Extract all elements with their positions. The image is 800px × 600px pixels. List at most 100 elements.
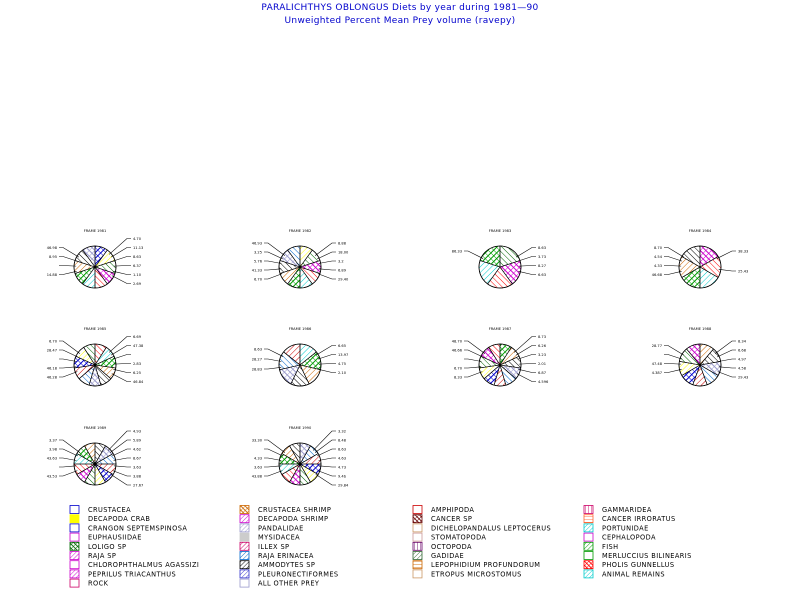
- legend-swatch: [412, 523, 423, 533]
- legend-label: EUPHAUSIIDAE: [88, 534, 142, 542]
- slice-value-label: 28.27: [252, 357, 262, 361]
- legend-label: CANCER IRRORATUS: [602, 515, 676, 523]
- slice-value-label: 6.68: [738, 348, 747, 352]
- slice-value-label: 47.38: [133, 344, 144, 348]
- legend-swatch: [69, 541, 80, 551]
- pie-title: FRAME 1987: [489, 327, 512, 331]
- pie-title: FRAME 1984: [689, 229, 712, 233]
- pie-frame-1982: FRAME 1982 46.93 3.25 5.76 41.33 6.70 8.88 18.0…: [252, 229, 349, 289]
- slice-value-label: 6.70: [254, 277, 263, 281]
- leader-line: [664, 345, 685, 356]
- slice-value-label: 3.98: [49, 447, 58, 451]
- leader-line: [111, 275, 131, 284]
- leader-line: [317, 470, 336, 477]
- slice-value-label: 6.70: [49, 339, 58, 343]
- slice-value-label: 2.83: [133, 362, 141, 366]
- slice-value-label: 3.63: [254, 465, 262, 469]
- slice-value-label: 8.67: [133, 456, 141, 460]
- leader-line: [317, 273, 336, 280]
- slice-value-label: 4.63: [338, 456, 346, 460]
- slice-value-label: 46.93: [252, 241, 262, 245]
- leader-line: [464, 366, 482, 369]
- legend-label: ETROPUS MICROSTOMUS: [431, 570, 522, 578]
- leader-line: [59, 349, 79, 358]
- slice-value-label: 11.13: [133, 246, 143, 250]
- pie-frame-1988: FRAME 1988 28.77 47.48 4.387 8.34 6.68 4.97 4.5…: [652, 327, 748, 387]
- pie-frame-1985: FRAME 1985 6.70 28.47 46.18 46.28 6.69 47.38 2.…: [47, 327, 144, 387]
- pie-title: FRAME 1981: [84, 229, 107, 233]
- slice-value-label: 4.70: [133, 237, 142, 241]
- leader-line: [110, 345, 131, 356]
- slice-value-label: 46.68: [652, 273, 663, 277]
- legend-label: CHLOROPHTHALMUS AGASSIZI: [88, 561, 199, 569]
- slice-value-label: 8.63: [338, 447, 346, 451]
- pie-title: FRAME 1986: [289, 327, 312, 331]
- leader-line: [517, 354, 536, 360]
- leader-line: [59, 371, 78, 378]
- leader-line: [113, 465, 131, 468]
- slice-value-label: 43.88: [252, 474, 263, 478]
- leader-line: [464, 250, 484, 259]
- leader-line: [464, 340, 486, 354]
- slice-value-label: 6.89: [338, 268, 347, 272]
- pie-outline: [278, 442, 322, 486]
- leader-line: [264, 268, 282, 271]
- slice-value-label: 3.63: [133, 465, 141, 469]
- leader-line: [516, 373, 536, 382]
- pie-outline: [278, 245, 322, 289]
- leader-line: [112, 470, 131, 477]
- legend-swatch: [412, 569, 423, 579]
- leader-line: [264, 273, 283, 280]
- legend-label: AMMODYTES SP: [258, 561, 315, 569]
- legend-label: CRANGON SEPTEMSPINOSA: [88, 524, 187, 532]
- slice-value-label: 29.40: [338, 277, 349, 281]
- leader-line: [264, 358, 282, 362]
- leader-line: [264, 465, 282, 468]
- legend-label: FISH: [602, 543, 618, 551]
- legend-swatch: [583, 560, 594, 570]
- leader-line: [716, 250, 736, 259]
- leader-line: [113, 265, 131, 267]
- leader-line: [317, 354, 336, 360]
- leader-line: [315, 474, 336, 486]
- legend-swatch: [239, 569, 250, 579]
- leader-line: [59, 271, 77, 275]
- leader-line: [113, 369, 131, 373]
- chart-subtitle: Unweighted Percent Mean Prey volume (rav…: [284, 16, 516, 26]
- slice-value-label: 6.87: [538, 371, 546, 375]
- leader-line: [318, 363, 336, 365]
- slice-value-label: 8.63: [538, 246, 546, 250]
- legend-label: PANDALIDAE: [258, 524, 304, 532]
- leader-line: [264, 260, 282, 264]
- slice-value-label: 3.2: [338, 259, 344, 263]
- slice-value-label: 8.63: [254, 347, 262, 351]
- legend-swatch: [239, 560, 250, 570]
- slice-value-label: 8.48: [338, 438, 347, 442]
- pie-title: FRAME 1985: [84, 327, 107, 331]
- legend-label: DECAPODA SHRIMP: [258, 515, 328, 523]
- leader-line: [59, 247, 80, 258]
- legend-swatch: [583, 551, 594, 560]
- slice-value-label: 3.37: [49, 438, 57, 442]
- pie-outline: [73, 343, 117, 387]
- leader-line: [264, 457, 282, 461]
- leader-line: [518, 369, 536, 373]
- legend-label: RAJA SP: [88, 552, 116, 560]
- pie-outline: [678, 343, 722, 387]
- leader-line: [717, 371, 736, 378]
- leader-line: [264, 448, 284, 457]
- leader-line: [264, 367, 282, 370]
- pie-title: FRAME 1989: [84, 426, 107, 430]
- slice-value-label: 46.28: [47, 375, 58, 379]
- leader-line: [59, 470, 78, 477]
- slice-value-label: 8.88: [338, 241, 347, 245]
- pie-frame-1987: FRAME 1987 48.70 46.66 6.70 8.33 8.73 6.26 3.23…: [452, 327, 549, 387]
- slice-value-label: 6.70: [454, 366, 463, 370]
- leader-line: [110, 474, 131, 486]
- leader-line: [518, 265, 536, 267]
- leader-line: [112, 354, 131, 360]
- leader-line: [718, 366, 736, 369]
- leader-line: [109, 439, 131, 453]
- slice-value-label: 4.54: [654, 255, 663, 259]
- leader-line: [318, 457, 336, 461]
